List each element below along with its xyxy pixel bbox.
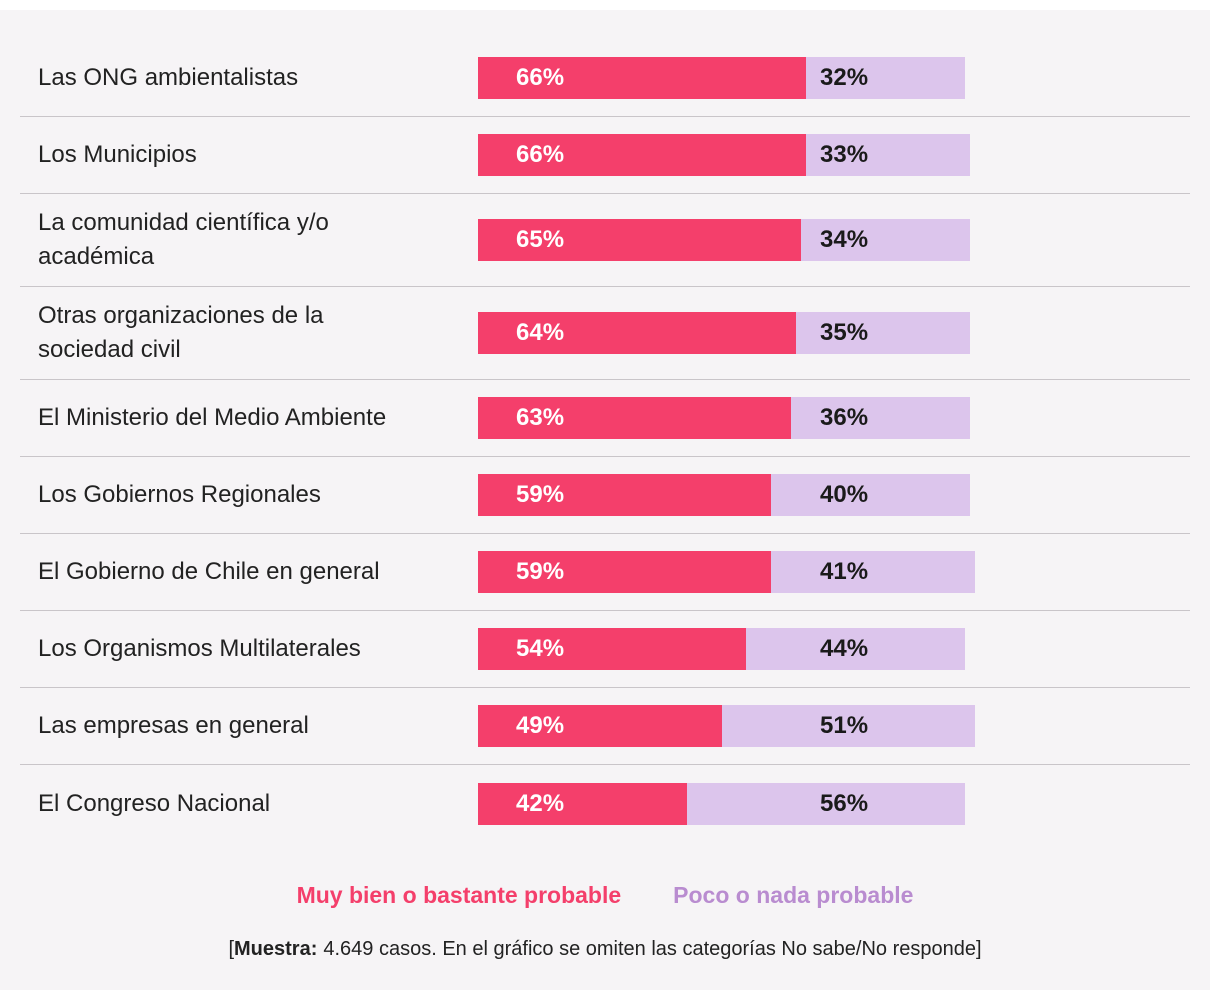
value-label: 44%: [820, 635, 869, 662]
bar-segment: [478, 474, 772, 516]
value-label: 40%: [820, 481, 869, 508]
value-label: 41%: [820, 558, 869, 585]
bar-segment: [791, 397, 971, 439]
value-label: 66%: [516, 64, 565, 91]
row: El Gobierno de Chile en general 59% 41%: [20, 534, 1190, 611]
value-label: 66%: [516, 141, 565, 168]
row: Las empresas en general 49% 51%: [20, 688, 1190, 765]
row: Los Municipios 66% 33%: [20, 117, 1190, 194]
bar-segment: [478, 312, 797, 354]
row: El Ministerio del Medio Ambiente 63% 36%: [20, 380, 1190, 457]
value-label: 34%: [820, 226, 869, 253]
category-label: Otras organizaciones de la sociedad civi…: [38, 302, 324, 363]
bar-segment: [478, 628, 747, 670]
row: Los Organismos Multilaterales 54% 44%: [20, 611, 1190, 688]
note-label: Muestra:: [234, 938, 318, 960]
panel: Las ONG ambientalistas 66% 32% Los Municipi…: [0, 10, 1210, 990]
bar-segment: [478, 551, 772, 593]
bar-segment: [806, 134, 971, 176]
bar-track: 66% 32%: [478, 57, 975, 99]
bar-segment: [478, 397, 792, 439]
chart: Las ONG ambientalistas 66% 32% Los Municipi…: [20, 40, 1190, 842]
bar-segment: [771, 551, 975, 593]
bar-segment: [478, 705, 722, 747]
row: Otras organizaciones de la sociedad civi…: [20, 287, 1190, 380]
value-label: 59%: [516, 558, 565, 585]
value-label: 33%: [820, 141, 869, 168]
bar-segment: [801, 219, 971, 261]
value-label: 49%: [516, 712, 565, 739]
bar-segment: [478, 219, 802, 261]
bar-segment: [746, 628, 966, 670]
bar-track: 59% 40%: [478, 474, 975, 516]
bar-track: 59% 41%: [478, 551, 975, 593]
bar-segment: [721, 705, 975, 747]
value-label: 63%: [516, 404, 565, 431]
row: La comunidad científica y/o académica 65%…: [20, 194, 1190, 287]
category-label: Las empresas en general: [38, 712, 309, 739]
row: El Congreso Nacional 42% 56%: [20, 765, 1190, 842]
bar-segment: [806, 57, 966, 99]
bar-track: 54% 44%: [478, 628, 975, 670]
value-label: 36%: [820, 404, 869, 431]
value-label: 56%: [820, 789, 869, 817]
value-label: 65%: [516, 226, 565, 253]
category-label: La comunidad científica y/o académica: [38, 209, 329, 270]
category-label: Los Gobiernos Regionales: [38, 481, 321, 508]
value-label: 32%: [820, 64, 869, 91]
category-label: Los Organismos Multilaterales: [38, 635, 361, 662]
value-label: 35%: [820, 319, 869, 346]
bar-track: 64% 35%: [478, 312, 975, 354]
value-label: 54%: [516, 635, 565, 662]
bar-segment: [796, 312, 971, 354]
bar-track: 63% 36%: [478, 397, 975, 439]
bar-segment: [478, 57, 807, 99]
bar-segment: [771, 474, 971, 516]
legend: Muy bien o bastante probable Poco o nada …: [0, 882, 1210, 909]
bar-track: 65% 34%: [478, 219, 975, 261]
category-label: El Ministerio del Medio Ambiente: [38, 404, 387, 431]
bar-segment: [686, 782, 966, 825]
category-label: Los Municipios: [38, 141, 197, 168]
row: Los Gobiernos Regionales 59% 40%: [20, 457, 1190, 534]
bar-segment: [478, 134, 807, 176]
bar-track: 66% 33%: [478, 134, 975, 176]
note-bracket: [: [228, 938, 235, 960]
value-label: 64%: [516, 319, 565, 346]
value-label: 42%: [516, 789, 565, 817]
note: [Muestra: 4.649 casos. En el gráfico se o…: [0, 938, 1210, 961]
legend-entry: Poco o nada probable: [673, 882, 914, 908]
legend-entry: Muy bien o bastante probable: [296, 882, 622, 908]
value-label: 59%: [516, 481, 565, 508]
value-label: 51%: [820, 712, 869, 739]
row: Las ONG ambientalistas 66% 32%: [20, 40, 1190, 117]
bar-track: 42% 56%: [478, 782, 975, 825]
category-label: El Congreso Nacional: [38, 789, 271, 817]
bar-segment: [478, 782, 687, 825]
category-label: Las ONG ambientalistas: [38, 64, 299, 91]
category-label: El Gobierno de Chile en general: [38, 558, 380, 585]
bar-track: 49% 51%: [478, 705, 975, 747]
note-text: 4.649 casos. En el gráfico se omiten las…: [323, 938, 982, 960]
